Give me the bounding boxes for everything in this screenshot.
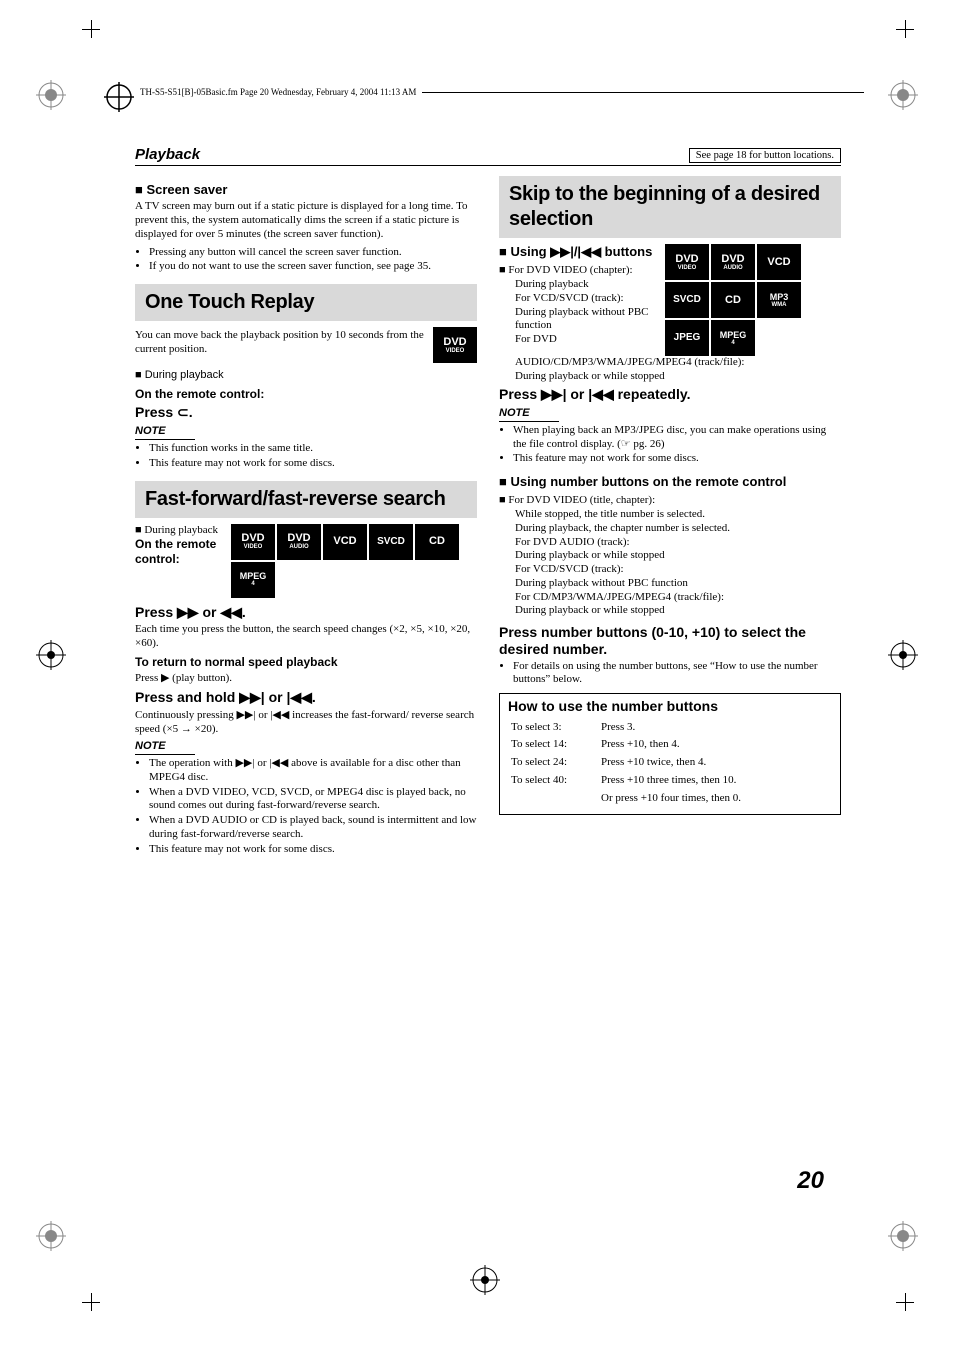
screen-saver-body: A TV screen may burn out if a static pic… [135, 200, 477, 241]
disc-support-row: DVDVIDEO DVDAUDIO VCD SVCD CD MPEG4 [231, 524, 477, 598]
disc-cd-icon: CD [711, 282, 755, 318]
return-heading: To return to normal speed playback [135, 655, 477, 670]
right-column: Skip to the beginning of a desired selec… [499, 176, 841, 862]
left-column: ■ Screen saver A TV screen may burn out … [135, 176, 477, 862]
disc-support-grid: DVDVIDEO DVDAUDIO VCD SVCD CD MP3WMA JPE… [665, 244, 841, 356]
register-mark [36, 80, 66, 110]
see-page-note: See page 18 for button locations. [689, 148, 841, 163]
register-mark [36, 640, 66, 670]
press-number-heading: Press number buttons (0-10, +10) to sele… [499, 624, 841, 658]
skip-box: Skip to the beginning of a desired selec… [499, 176, 841, 238]
register-mark [888, 1221, 918, 1251]
note-bullet: When a DVD VIDEO, VCD, SVCD, or MPEG4 di… [149, 786, 477, 814]
register-mark [470, 1265, 500, 1295]
hold-body: Continuously pressing ▶▶| or |◀◀ increas… [135, 709, 477, 737]
disc-vcd-icon: VCD [757, 244, 801, 280]
note-bullet: This feature may not work for some discs… [149, 843, 477, 857]
note-heading: NOTE [135, 425, 195, 440]
one-touch-body: You can move back the playback position … [135, 329, 425, 357]
disc-dvd-video-icon: DVDVIDEO [665, 244, 709, 280]
one-touch-replay-heading: One Touch Replay [145, 290, 467, 315]
indent-text: During playback or while stopped [515, 604, 841, 618]
press-instruction: Press ⊂. [135, 404, 477, 422]
press-repeatedly: Press ▶▶| or |◀◀ repeatedly. [499, 386, 841, 404]
file-header-text: TH-S5-S51[B]-05Basic.fm Page 20 Wednesda… [124, 86, 422, 98]
file-header-strip: TH-S5-S51[B]-05Basic.fm Page 20 Wednesda… [104, 82, 864, 102]
on-remote-label: On the remote control: [135, 537, 225, 567]
during-playback: ■ During playback [135, 369, 477, 383]
note-heading: NOTE [499, 407, 559, 422]
indent-text: For VCD/SVCD (track): [515, 563, 841, 577]
disc-dvd-video-icon: DVDVIDEO [433, 327, 477, 363]
ff-body: Each time you press the button, the sear… [135, 623, 477, 651]
disc-jpeg-icon: JPEG [665, 320, 709, 356]
crop-mark [896, 1293, 914, 1311]
number-buttons-box: How to use the number buttons To select … [499, 693, 841, 815]
note-bullet: When a DVD AUDIO or CD is played back, s… [149, 814, 477, 842]
number-buttons-heading: How to use the number buttons [508, 698, 832, 716]
disc-vcd-icon: VCD [323, 524, 367, 560]
ss-bullet: Pressing any button will cancel the scre… [149, 246, 477, 260]
indent-text: While stopped, the title number is selec… [515, 508, 841, 522]
skip-heading: Skip to the beginning of a desired selec… [509, 182, 831, 232]
page-number: 20 [797, 1167, 824, 1195]
press-number-bullet: For details on using the number buttons,… [513, 660, 841, 688]
press-ff: Press ▶▶ or ◀◀. [135, 604, 477, 622]
ff-search-heading: Fast-forward/fast-reverse search [145, 487, 467, 512]
note-bullet: This feature may not work for some discs… [513, 452, 841, 466]
on-remote-label: On the remote control: [135, 387, 477, 402]
register-mark [888, 80, 918, 110]
return-body: Press ▶ (play button). [135, 672, 477, 686]
number-buttons-table: To select 3:Press 3. To select 14:Press … [508, 718, 744, 809]
indent-text: During playback or while stopped [515, 549, 841, 563]
indent-text: During playback without PBC function [515, 577, 841, 591]
screen-saver-heading: ■ Screen saver [135, 182, 477, 198]
using-number-heading: ■ Using number buttons on the remote con… [499, 474, 841, 490]
disc-svcd-icon: SVCD [665, 282, 709, 318]
disc-cd-icon: CD [415, 524, 459, 560]
crop-mark [82, 1293, 100, 1311]
indent-text: For DVD AUDIO (track): [515, 536, 841, 550]
ff-search-box: Fast-forward/fast-reverse search [135, 481, 477, 518]
register-mark [888, 640, 918, 670]
ss-bullet: If you do not want to use the screen sav… [149, 260, 477, 274]
section-heading: Playback [135, 146, 200, 163]
note-bullet: This feature may not work for some discs… [149, 457, 477, 471]
disc-mpeg4-icon: MPEG4 [711, 320, 755, 356]
during-playback: ■ During playback [135, 524, 225, 538]
indent-text: During playback or while stopped [515, 370, 841, 384]
disc-dvd-video-icon: DVDVIDEO [231, 524, 275, 560]
crop-mark [896, 20, 914, 38]
indent-text: During playback, the chapter number is s… [515, 522, 841, 536]
disc-mp3wma-icon: MP3WMA [757, 282, 801, 318]
press-hold: Press and hold ▶▶| or |◀◀. [135, 689, 477, 707]
one-touch-replay-box: One Touch Replay [135, 284, 477, 321]
note-bullet: The operation with ▶▶| or |◀◀ above is a… [149, 757, 477, 785]
crop-mark [82, 20, 100, 38]
note-heading: NOTE [135, 740, 195, 755]
note-bullet: This function works in the same title. [149, 442, 477, 456]
disc-dvd-audio-icon: DVDAUDIO [277, 524, 321, 560]
register-mark [36, 1221, 66, 1251]
disc-mpeg4-icon: MPEG4 [231, 562, 275, 598]
note-bullet: When playing back an MP3/JPEG disc, you … [513, 424, 841, 452]
nb-row: ■ For DVD VIDEO (title, chapter): [499, 494, 841, 508]
disc-svcd-icon: SVCD [369, 524, 413, 560]
disc-dvd-audio-icon: DVDAUDIO [711, 244, 755, 280]
indent-text: For CD/MP3/WMA/JPEG/MPEG4 (track/file): [515, 591, 841, 605]
